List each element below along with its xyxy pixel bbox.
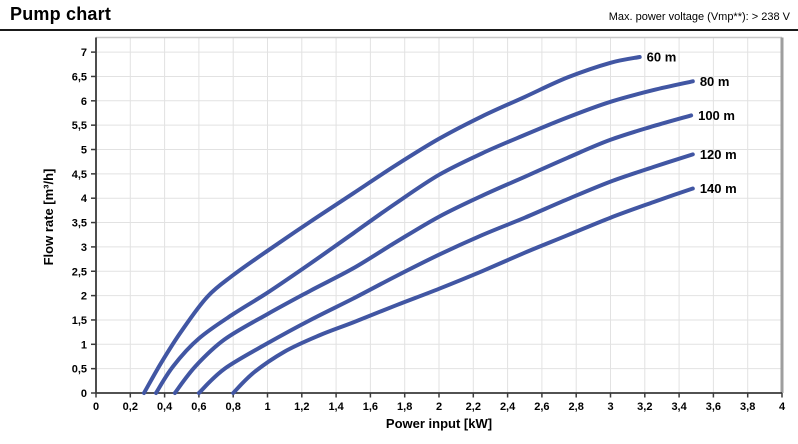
x-tick-label: 3,6: [706, 401, 721, 413]
x-tick-label: 3,4: [671, 401, 687, 413]
y-tick-label: 2,5: [72, 266, 87, 278]
curve-label-layer: 60 m 80 m 100 m 120 m 140 m: [647, 49, 737, 195]
x-tick-label: 4: [779, 401, 786, 413]
y-tick-label: 7: [81, 47, 87, 59]
curve-80-m: [154, 79, 695, 395]
x-tick-label: 1,6: [363, 401, 378, 413]
x-tick-label: 3,8: [740, 401, 755, 413]
x-tick-label: 1,4: [328, 401, 344, 413]
y-tick-label: 2: [81, 291, 87, 303]
curve-label-120-m: 120 m: [700, 147, 737, 162]
curve-label-60-m: 60 m: [647, 49, 677, 64]
x-tick-label: 2,8: [569, 401, 584, 413]
curve-label-80-m: 80 m: [700, 74, 730, 89]
max-power-voltage-note: Max. power voltage (Vmp**): > 238 V: [608, 11, 790, 23]
y-tick-label: 4: [81, 193, 88, 205]
y-tick-label: 0,5: [72, 364, 87, 376]
curve-100-m: [172, 113, 694, 395]
y-tick-label: 3: [81, 242, 87, 254]
x-tick-label: 1,2: [294, 401, 309, 413]
y-tick-label: 6: [81, 96, 87, 108]
y-tick-label: 5: [81, 145, 87, 157]
tick-layer: 0 0,2 0,4 0,6 0,8 1 1,2 1,4 1,6 1,8 2 2,2 2,4 2,6 2,8 3…: [72, 47, 786, 413]
curve-layer: [142, 55, 695, 395]
x-tick-label: 2,2: [466, 401, 481, 413]
x-tick-label: 0,4: [157, 401, 173, 413]
x-tick-label: 0,2: [123, 401, 138, 413]
y-tick-label: 1,5: [72, 315, 87, 327]
curve-60-m: [142, 55, 642, 395]
x-tick-label: 2,6: [534, 401, 549, 413]
x-tick-label: 0: [93, 401, 99, 413]
x-tick-label: 2: [436, 401, 442, 413]
x-tick-label: 0,6: [191, 401, 206, 413]
curve-label-140-m: 140 m: [700, 181, 737, 196]
x-tick-label: 1: [264, 401, 270, 413]
y-tick-label: 3,5: [72, 218, 87, 230]
y-tick-label: 4,5: [72, 169, 87, 181]
y-tick-label: 1: [81, 339, 87, 351]
x-tick-label: 3: [607, 401, 613, 413]
y-tick-label: 6,5: [72, 71, 87, 83]
x-tick-label: 3,2: [637, 401, 652, 413]
y-axis-title: Flow rate [m³/h]: [41, 169, 56, 266]
y-tick-label: 0: [81, 388, 87, 400]
x-tick-label: 1,8: [397, 401, 412, 413]
curve-120-m: [196, 152, 695, 395]
header-divider: [0, 29, 798, 31]
plot-border-layer: [96, 36, 784, 393]
page-title: Pump chart: [10, 4, 112, 24]
curve-140-m: [231, 186, 695, 395]
curve-label-100-m: 100 m: [698, 108, 735, 123]
y-tick-label: 5,5: [72, 120, 87, 132]
x-tick-label: 2,4: [500, 401, 516, 413]
x-tick-label: 0,8: [226, 401, 241, 413]
x-axis-title: Power input [kW]: [386, 416, 492, 431]
